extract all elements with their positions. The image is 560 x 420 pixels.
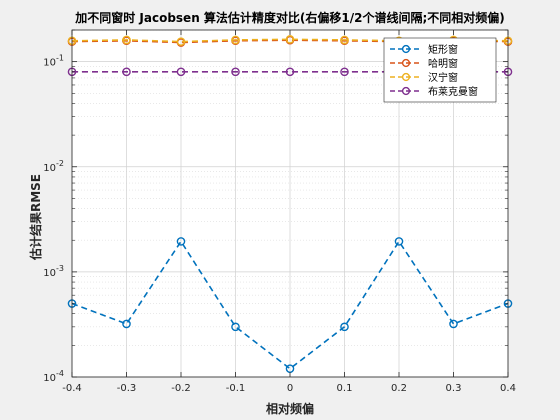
legend-label: 矩形窗 bbox=[428, 43, 458, 56]
x-tick-label: -0.3 bbox=[117, 383, 137, 394]
data-point bbox=[285, 35, 295, 44]
legend-item: 布莱克曼窗 bbox=[390, 85, 478, 98]
tick-marks bbox=[71, 29, 509, 378]
x-tick-label: 0.2 bbox=[391, 383, 407, 394]
x-tick-label: -0.4 bbox=[62, 383, 82, 394]
x-axis-label: 相对频偏 bbox=[266, 401, 314, 416]
x-tick-label: 0.4 bbox=[500, 383, 516, 394]
series-1 bbox=[67, 237, 513, 373]
series-line bbox=[71, 239, 509, 370]
y-tick-label: 10-2 bbox=[43, 159, 64, 174]
chart-title: 加不同窗时 Jacobsen 算法估计精度对比(右偏移1/2个谱线间隔;不同相对… bbox=[74, 10, 505, 25]
x-tick-label: 0.3 bbox=[446, 383, 462, 394]
data-point bbox=[122, 67, 131, 77]
data-point bbox=[231, 35, 240, 45]
legend-label: 哈明窗 bbox=[428, 57, 458, 70]
x-tick-labels: -0.4 -0.3 -0.2 -0.1 0 0.1 0.2 0.3 0.4 bbox=[62, 383, 516, 394]
legend-marker bbox=[401, 58, 411, 68]
x-tick-label: 0 bbox=[287, 383, 293, 394]
data-point bbox=[285, 67, 295, 77]
x-tick-label: 0.1 bbox=[337, 383, 353, 394]
legend-label: 布莱克曼窗 bbox=[428, 85, 478, 98]
y-tick-label: 10-4 bbox=[43, 369, 64, 384]
legend-marker bbox=[401, 72, 411, 82]
legend-item: 矩形窗 bbox=[390, 43, 458, 56]
legend-marker bbox=[401, 86, 411, 96]
data-point bbox=[340, 35, 349, 45]
y-tick-label: 10-1 bbox=[43, 54, 64, 69]
legend-item: 哈明窗 bbox=[390, 57, 458, 70]
x-tick-label: -0.2 bbox=[171, 383, 191, 394]
x-tick-label: -0.1 bbox=[226, 383, 246, 394]
data-point bbox=[176, 37, 186, 46]
data-point bbox=[394, 237, 404, 246]
data-point bbox=[176, 67, 186, 77]
data-point bbox=[231, 322, 240, 332]
y-tick-label: 10-3 bbox=[43, 264, 64, 279]
data-point bbox=[122, 35, 131, 45]
legend-item: 汉宁窗 bbox=[390, 71, 458, 84]
y-tick-labels: 10-4 10-3 10-2 10-1 bbox=[43, 54, 64, 384]
y-axis-label: 估计结果RMSE bbox=[28, 174, 43, 261]
data-point bbox=[340, 67, 349, 77]
legend-label: 汉宁窗 bbox=[428, 71, 458, 84]
data-point bbox=[231, 67, 240, 77]
data-point bbox=[340, 322, 349, 332]
legend-marker bbox=[401, 44, 411, 54]
data-point bbox=[176, 237, 186, 246]
data-point bbox=[122, 319, 131, 329]
data-point bbox=[449, 319, 458, 329]
